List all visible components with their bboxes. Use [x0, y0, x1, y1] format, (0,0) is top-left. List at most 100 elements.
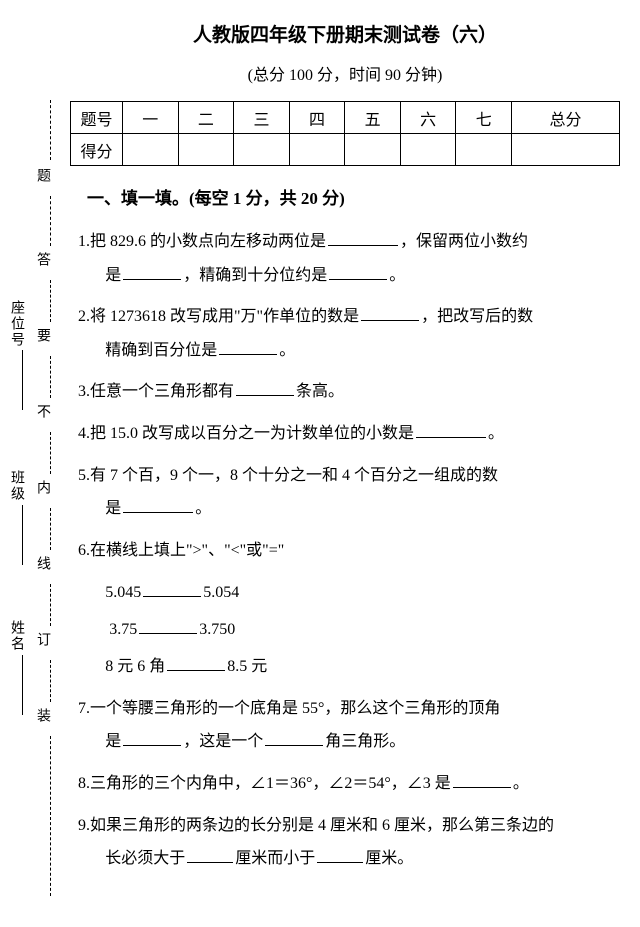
fill-blank[interactable] — [416, 422, 486, 438]
cell — [289, 134, 345, 166]
exam-subtitle: (总分 100 分，时间 90 分钟) — [70, 61, 620, 85]
question-1: 1.把 829.6 的小数点向左移动两位是 ，保留两位小数约 是 ，精确到十分位约是… — [78, 225, 620, 292]
margin-char: 装 — [32, 708, 52, 728]
side-underline — [22, 350, 23, 410]
compare-left: 3.75 — [109, 621, 137, 638]
q-text: 。 — [488, 425, 504, 442]
binding-dash — [50, 736, 51, 896]
side-label-seat: 座位号 — [6, 300, 26, 348]
q-text: ，精确到十分位约是 — [183, 267, 327, 284]
cell — [178, 134, 234, 166]
question-7: 7.一个等腰三角形的一个底角是 55°，那么这个三角形的顶角 是 ，这是一个 角三角… — [78, 692, 620, 759]
page-content: 人教版四年级下册期末测试卷（六） (总分 100 分，时间 90 分钟) 题号 … — [70, 20, 620, 884]
cell — [400, 134, 456, 166]
q-text: 是 — [105, 500, 121, 517]
question-2: 2.将 1273618 改写成用"万"作单位的数是 ，把改写后的数 精确到百分位是… — [78, 300, 620, 367]
binding-dash — [50, 432, 51, 474]
q-text: ，保留两位小数约 — [400, 233, 528, 250]
fill-blank[interactable] — [329, 264, 387, 280]
compare-right: 5.054 — [203, 584, 239, 601]
q-text: 。 — [389, 267, 405, 284]
q-text: 角三角形。 — [325, 733, 405, 750]
fill-blank[interactable] — [123, 264, 181, 280]
margin-char: 要 — [32, 328, 52, 348]
fill-blank[interactable] — [167, 655, 225, 671]
margin-char: 答 — [32, 252, 52, 272]
q-text: 条高。 — [296, 383, 344, 400]
compare-right: 3.750 — [199, 621, 235, 638]
q-text: 2.将 1273618 改写成用"万"作单位的数是 — [78, 308, 359, 325]
q-text: 9.如果三角形的两条边的长分别是 4 厘米和 6 厘米，那么第三条边的 — [78, 817, 554, 834]
fill-blank[interactable] — [453, 772, 511, 788]
q-text: 厘米而小于 — [235, 850, 315, 867]
fill-blank[interactable] — [187, 847, 233, 863]
cell — [345, 134, 401, 166]
compare-line: 8 元 6 角8.5 元 — [70, 649, 620, 686]
q-text: 是 — [105, 267, 121, 284]
binding-dash — [50, 584, 51, 626]
exam-title: 人教版四年级下册期末测试卷（六） — [70, 20, 620, 47]
section-heading: 一、填一填。(每空 1 分，共 20 分) — [70, 184, 620, 209]
q-text: ，这是一个 — [183, 733, 263, 750]
cell: 七 — [456, 102, 512, 134]
fill-blank[interactable] — [123, 730, 181, 746]
cell: 六 — [400, 102, 456, 134]
q-text: 7.一个等腰三角形的一个底角是 55°，那么这个三角形的顶角 — [78, 700, 500, 717]
score-table: 题号 一 二 三 四 五 六 七 总分 得分 — [70, 101, 620, 166]
table-row: 题号 一 二 三 四 五 六 七 总分 — [71, 102, 620, 134]
fill-blank[interactable] — [328, 230, 398, 246]
question-3: 3.任意一个三角形都有 条高。 — [78, 375, 620, 409]
cell: 得分 — [71, 134, 123, 166]
question-9: 9.如果三角形的两条边的长分别是 4 厘米和 6 厘米，那么第三条边的 长必须大… — [78, 809, 620, 876]
fill-blank[interactable] — [265, 730, 323, 746]
q-text: 4.把 15.0 改写成以百分之一为计数单位的小数是 — [78, 425, 414, 442]
q-text: 长必须大于 — [105, 850, 185, 867]
q-text: 3.任意一个三角形都有 — [78, 383, 234, 400]
compare-left: 5.045 — [105, 584, 141, 601]
fill-blank[interactable] — [317, 847, 363, 863]
cell: 总分 — [512, 102, 620, 134]
margin-char: 题 — [32, 168, 52, 188]
binding-margin: 题 答 要 不 内 线 订 装 座位号 班级 姓名 — [0, 0, 60, 927]
margin-char: 订 — [32, 632, 52, 652]
binding-dash — [50, 196, 51, 246]
fill-blank[interactable] — [361, 305, 419, 321]
cell — [456, 134, 512, 166]
q-text: 6.在横线上填上">"、"<"或"=" — [78, 542, 284, 559]
cell: 一 — [123, 102, 179, 134]
fill-blank[interactable] — [219, 339, 277, 355]
binding-dash — [50, 660, 51, 702]
side-underline — [22, 655, 23, 715]
side-label-class: 班级 — [6, 470, 26, 502]
question-5: 5.有 7 个百，9 个一，8 个十分之一和 4 个百分之一组成的数 是 。 — [78, 459, 620, 526]
fill-blank[interactable] — [143, 581, 201, 597]
binding-dash — [50, 356, 51, 398]
q-text: ，把改写后的数 — [421, 308, 533, 325]
cell: 四 — [289, 102, 345, 134]
fill-blank[interactable] — [236, 380, 294, 396]
q-text: 厘米。 — [365, 850, 413, 867]
q-text: 。 — [513, 775, 529, 792]
q-text: 精确到百分位是 — [105, 342, 217, 359]
compare-left: 8 元 6 角 — [105, 658, 165, 675]
fill-blank[interactable] — [139, 618, 197, 634]
q-text: 。 — [195, 500, 211, 517]
margin-char: 线 — [32, 556, 52, 576]
cell: 二 — [178, 102, 234, 134]
q-text: 1.把 829.6 的小数点向左移动两位是 — [78, 233, 326, 250]
cell: 五 — [345, 102, 401, 134]
cell — [512, 134, 620, 166]
margin-char: 内 — [32, 480, 52, 500]
q-text: 5.有 7 个百，9 个一，8 个十分之一和 4 个百分之一组成的数 — [78, 467, 498, 484]
q-text: 。 — [279, 342, 295, 359]
cell — [234, 134, 290, 166]
fill-blank[interactable] — [123, 497, 193, 513]
side-label-name: 姓名 — [6, 620, 26, 652]
compare-line: 5.045 5.054 — [70, 575, 620, 612]
question-8: 8.三角形的三个内角中，∠1＝36°，∠2＝54°，∠3 是 。 — [78, 767, 620, 801]
q-text: 是 — [105, 733, 121, 750]
binding-dash — [50, 100, 51, 160]
table-row: 得分 — [71, 134, 620, 166]
cell: 三 — [234, 102, 290, 134]
q-text: 8.三角形的三个内角中，∠1＝36°，∠2＝54°，∠3 是 — [78, 775, 451, 792]
